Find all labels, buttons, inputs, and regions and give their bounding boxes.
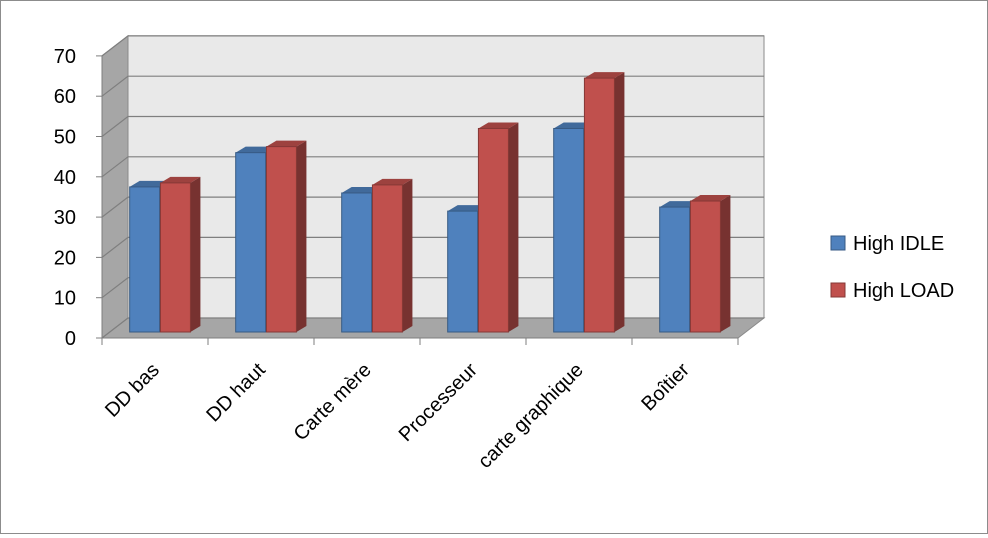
- x-tick-label: DD bas: [101, 359, 164, 422]
- high-load-bar: [159, 176, 201, 333]
- y-tick-label: 40: [54, 167, 76, 189]
- y-tick-label: 20: [54, 247, 76, 269]
- high-load-bar: [265, 140, 307, 333]
- x-tick-label: DD haut: [202, 359, 270, 427]
- gridline-side: [101, 277, 129, 299]
- y-tick-label: 30: [54, 207, 76, 229]
- gridline-side: [101, 236, 129, 258]
- legend-label: High IDLE: [853, 233, 944, 255]
- high-load-bar: [583, 72, 625, 333]
- x-tick-label: Carte mère: [290, 359, 376, 445]
- gridline-side: [101, 116, 129, 137]
- x-tick-label: carte graphique: [474, 359, 588, 473]
- x-tick-label: Boîtier: [637, 359, 694, 416]
- y-tick-label: 10: [54, 288, 76, 310]
- x-tick-label: Processeur: [395, 359, 482, 446]
- gridline-side: [101, 75, 129, 97]
- high-load-bar: [689, 195, 731, 333]
- y-tick-label: 0: [65, 328, 76, 350]
- gridline-side: [101, 196, 129, 218]
- y-tick-label: 50: [54, 127, 76, 149]
- y-tick-label: 60: [54, 86, 76, 108]
- gridline-side: [101, 35, 129, 57]
- y-tick-label: 70: [54, 46, 76, 68]
- legend-label: High LOAD: [853, 280, 954, 302]
- legend-swatch: [830, 235, 846, 251]
- legend-swatch: [830, 282, 846, 298]
- high-load-bar: [477, 122, 519, 333]
- gridline-side: [101, 156, 129, 178]
- high-load-bar: [371, 178, 413, 333]
- side-wall: [101, 34, 129, 340]
- gridline-side: [101, 317, 129, 339]
